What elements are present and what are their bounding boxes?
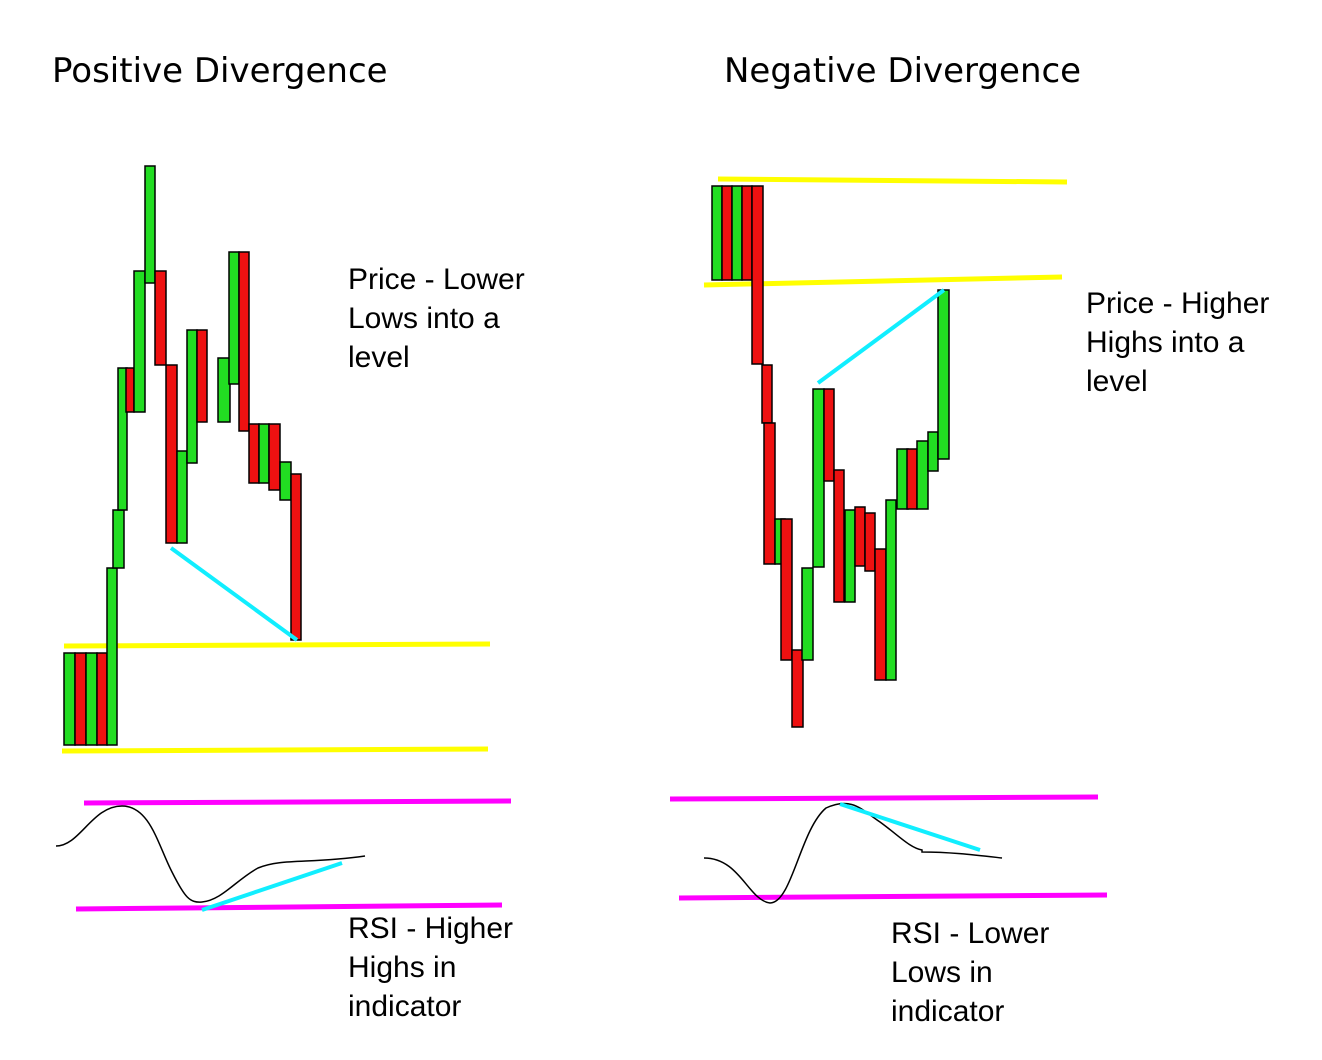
price-bar — [916, 440, 929, 510]
price-bar — [906, 448, 918, 510]
price-bar — [228, 251, 240, 385]
price-bar — [176, 450, 188, 544]
negative-level-line-upper — [717, 176, 1068, 185]
price-bar — [117, 367, 128, 511]
note-line: indicator — [891, 995, 1004, 1028]
negative-rsi-note: RSI - Lower Lows in indicator — [891, 917, 1058, 1028]
price-bar — [937, 289, 950, 460]
price-bar — [217, 357, 231, 423]
price-bar — [106, 567, 118, 746]
price-bar — [833, 469, 845, 603]
price-bar — [741, 185, 753, 281]
price-bar — [927, 431, 939, 472]
positive-price-note: Price - Lower Lows into a level — [348, 263, 533, 374]
price-bar — [751, 185, 764, 365]
price-bar — [823, 388, 835, 482]
negative-rsi-curve — [703, 802, 1003, 904]
price-bar — [96, 652, 108, 746]
price-bar — [711, 185, 723, 281]
price-bar — [196, 329, 208, 423]
price-bar — [133, 270, 146, 413]
negative-price-divergence-line — [816, 288, 946, 385]
price-bar — [763, 422, 776, 565]
note-line: Highs in — [348, 951, 456, 984]
price-bar — [186, 329, 198, 464]
price-bar — [791, 649, 804, 728]
price-bar — [154, 270, 167, 366]
price-bar — [290, 473, 302, 641]
note-line: indicator — [348, 990, 461, 1023]
price-bar — [144, 165, 156, 284]
positive-title: Positive Divergence — [52, 51, 388, 91]
price-bar — [112, 509, 125, 569]
note-line: level — [348, 341, 410, 374]
positive-rsi-divergence-line — [201, 861, 343, 912]
note-line: Highs into a — [1086, 326, 1245, 359]
note-line: RSI - Lower — [891, 917, 1049, 950]
price-bar — [731, 185, 743, 281]
positive-level-line-upper — [63, 641, 491, 649]
price-bar — [874, 548, 887, 681]
note-line: Lows into a — [348, 302, 500, 335]
positive-rsi-upper-band — [83, 798, 512, 806]
price-bar — [238, 251, 250, 432]
price-bar — [761, 364, 773, 424]
price-bar — [74, 652, 87, 746]
price-bar — [63, 652, 76, 746]
negative-rsi-divergence-line — [839, 802, 981, 852]
price-bar — [268, 423, 281, 491]
price-bar — [165, 364, 178, 544]
price-bar — [248, 423, 260, 484]
note-line: level — [1086, 365, 1148, 398]
price-bar — [85, 652, 98, 746]
negative-price-note: Price - Higher Highs into a level — [1086, 287, 1278, 398]
price-bar — [844, 509, 856, 603]
negative-rsi-lower-band — [678, 892, 1108, 901]
price-bar — [854, 506, 866, 567]
negative-divergence-panel: Negative Divergence — [669, 51, 1278, 1028]
positive-price-divergence-line — [169, 546, 299, 642]
negative-title: Negative Divergence — [724, 51, 1081, 91]
positive-rsi-curve — [55, 805, 366, 903]
positive-price-bars — [63, 165, 302, 746]
price-bar — [801, 567, 814, 661]
price-bar — [125, 367, 135, 413]
negative-rsi-upper-band — [669, 794, 1099, 802]
note-line: Price - Lower — [348, 263, 525, 296]
positive-rsi-note: RSI - Higher Highs in indicator — [348, 912, 521, 1023]
price-bar — [885, 499, 897, 681]
price-bar — [258, 423, 270, 484]
price-bar — [780, 518, 793, 661]
positive-rsi-lower-band — [75, 902, 503, 912]
positive-level-line-lower — [61, 746, 489, 754]
price-bar — [279, 461, 292, 501]
note-line: Lows in — [891, 956, 993, 989]
price-bar — [721, 185, 733, 281]
positive-divergence-panel: Positive Divergence — [52, 51, 533, 1023]
price-bar — [864, 512, 876, 572]
note-line: RSI - Higher — [348, 912, 513, 945]
note-line: Price - Higher — [1086, 287, 1269, 320]
price-bar — [812, 388, 825, 568]
negative-price-bars — [711, 185, 950, 728]
